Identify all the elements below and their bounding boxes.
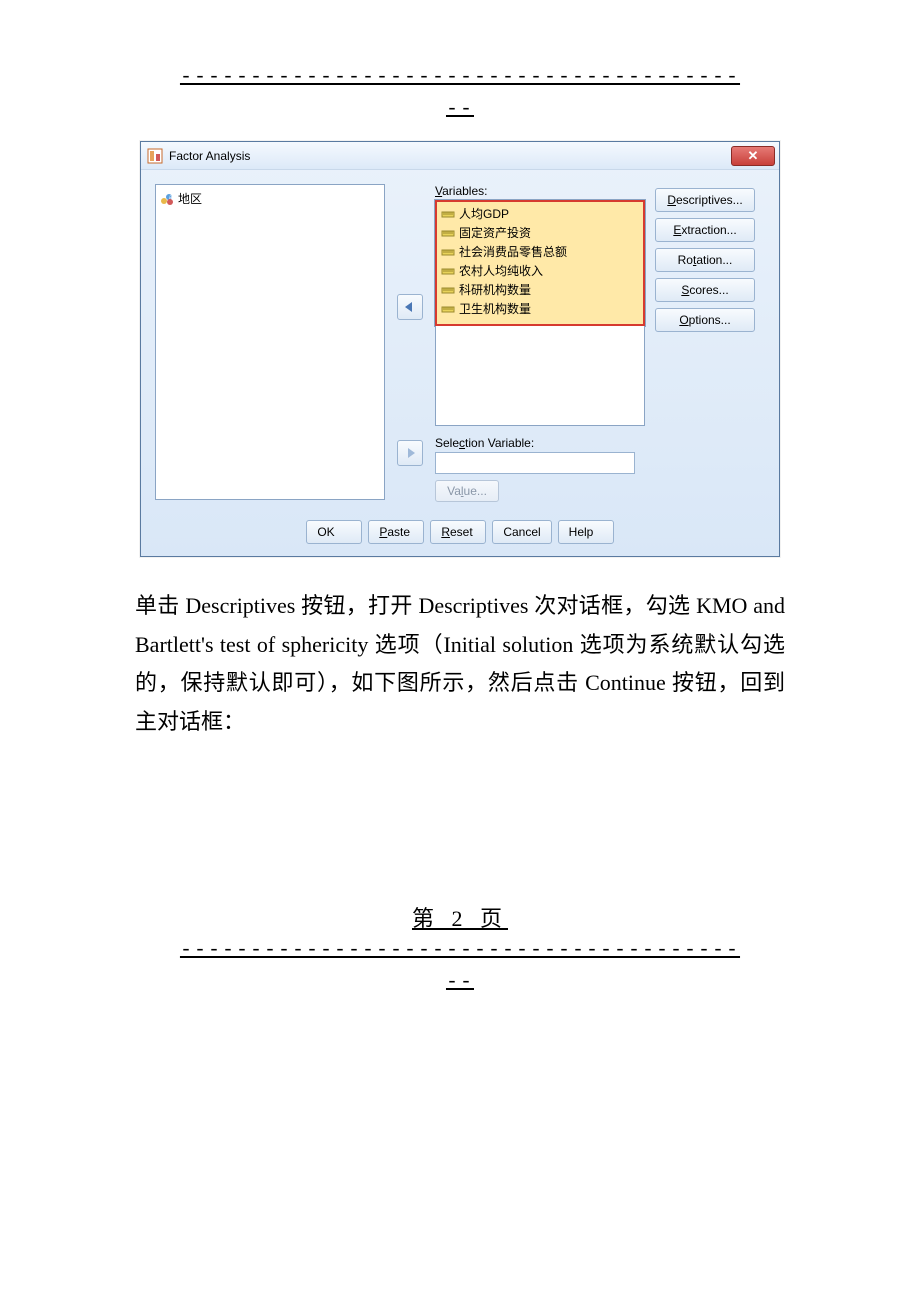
move-buttons-column [395, 184, 425, 502]
list-item-label: 农村人均纯收入 [459, 262, 543, 279]
bottom-divider-tail: -- [135, 971, 785, 994]
document-page: ----------------------------------------… [0, 0, 920, 1054]
move-to-selection-button[interactable] [397, 440, 423, 466]
list-item-label: 人均GDP [459, 205, 509, 222]
list-item-label: 社会消费品零售总额 [459, 243, 567, 260]
list-item-label: 科研机构数量 [459, 281, 531, 298]
rotation-button[interactable]: Rotation... [655, 248, 755, 272]
divider-line: ---------------------------------------- [180, 66, 740, 89]
help-button[interactable]: Help [558, 520, 614, 544]
scale-icon [441, 283, 455, 297]
top-divider: ---------------------------------------- [135, 68, 785, 88]
scores-button[interactable]: Scores... [655, 278, 755, 302]
list-item[interactable]: 人均GDP [441, 204, 639, 223]
selection-variable-block: Selection Variable: Value... [435, 436, 645, 502]
extraction-button[interactable]: Extraction... [655, 218, 755, 242]
ok-button[interactable]: OK [306, 520, 362, 544]
list-item[interactable]: 科研机构数量 [441, 280, 639, 299]
list-item-label: 地区 [178, 190, 202, 207]
variables-listbox-empty[interactable] [435, 326, 645, 426]
top-divider-tail: -- [135, 98, 785, 121]
cancel-button[interactable]: Cancel [492, 520, 551, 544]
value-button: Value... [435, 480, 499, 502]
descriptives-button[interactable]: Descriptives... [655, 188, 755, 212]
factor-analysis-dialog: Factor Analysis ✕ a [140, 141, 780, 557]
list-item[interactable]: a 地区 [160, 189, 380, 208]
variables-listbox[interactable]: 人均GDP 固定资产投资 社会消费品零售总额 农村人均纯收入 [435, 200, 645, 326]
nominal-icon: a [160, 192, 174, 206]
close-icon: ✕ [748, 148, 759, 164]
variables-label: Variables: [435, 184, 645, 198]
selection-variable-input[interactable] [435, 452, 635, 474]
scale-icon [441, 226, 455, 240]
bottom-divider: ---------------------------------------- [135, 941, 785, 961]
list-item[interactable]: 农村人均纯收入 [441, 261, 639, 280]
variables-column: Variables: 人均GDP 固定资产投资 社会消费品零售总额 [435, 184, 645, 502]
reset-button[interactable]: Reset [430, 520, 486, 544]
close-button[interactable]: ✕ [731, 146, 775, 166]
instruction-paragraph: 单击 Descriptives 按钮，打开 Descriptives 次对话框，… [135, 587, 785, 741]
scale-icon [441, 245, 455, 259]
source-listbox[interactable]: a 地区 [155, 184, 385, 500]
list-item[interactable]: 社会消费品零售总额 [441, 242, 639, 261]
paste-button[interactable]: Paste [368, 520, 424, 544]
scale-icon [441, 302, 455, 316]
scale-icon [441, 207, 455, 221]
list-item[interactable]: 卫生机构数量 [441, 299, 639, 318]
side-buttons-column: Descriptives... Extraction... Rotation..… [655, 184, 765, 502]
move-to-source-button[interactable] [397, 294, 423, 320]
list-item[interactable]: 固定资产投资 [441, 223, 639, 242]
app-icon [147, 148, 163, 164]
page-number: 第 2 页 [135, 901, 785, 933]
selection-variable-label: Selection Variable: [435, 436, 645, 450]
dialog-titlebar: Factor Analysis ✕ [141, 142, 779, 170]
svg-text:a: a [169, 195, 173, 201]
dialog-title: Factor Analysis [169, 149, 250, 163]
scale-icon [441, 264, 455, 278]
dialog-body: a 地区 Variables: [141, 170, 779, 512]
source-variables-column: a 地区 [155, 184, 385, 502]
options-button[interactable]: Options... [655, 308, 755, 332]
list-item-label: 固定资产投资 [459, 224, 531, 241]
dialog-footer: OK Paste Reset Cancel Help [141, 512, 779, 556]
list-item-label: 卫生机构数量 [459, 300, 531, 317]
